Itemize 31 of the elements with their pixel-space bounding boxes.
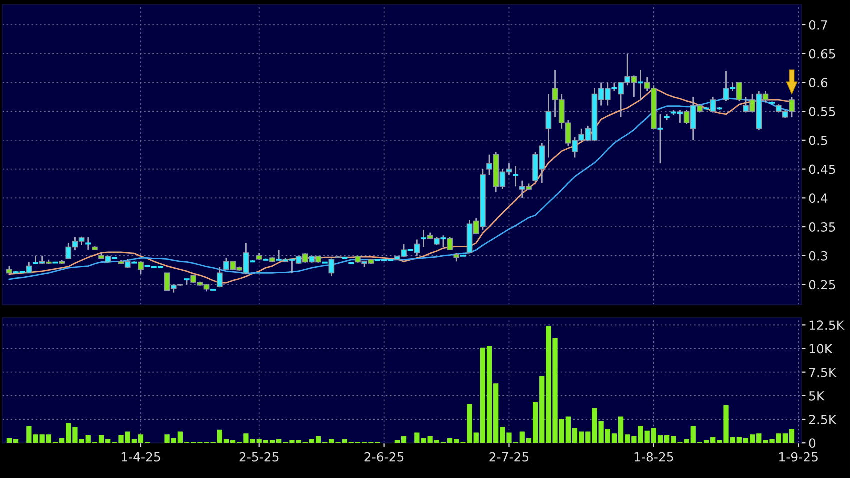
- y-tick-label: 0.25: [809, 280, 836, 290]
- x-tick-label: 1-9-25: [780, 452, 818, 462]
- y-tick-label: 0.7: [809, 20, 828, 30]
- x-tick-label: 1-4-25: [122, 452, 160, 462]
- y-tick-label: 5K: [809, 392, 825, 401]
- candlestick: [637, 69, 644, 101]
- candlestick: [138, 260, 144, 276]
- y-tick-label: 7.5K: [810, 368, 837, 378]
- y-tick-label: 0: [809, 438, 816, 448]
- y-tick-label: 0.55: [809, 107, 836, 117]
- candlestick: [420, 229, 428, 248]
- candlestick: [736, 81, 742, 102]
- candlestick: [512, 166, 520, 188]
- y-tick-label: 0.35: [809, 222, 836, 232]
- y-tick-label: 0.3: [809, 251, 828, 261]
- y-tick-label: 0.4: [809, 194, 828, 204]
- candlestick: [656, 114, 664, 164]
- y-tick-label: 0.5: [809, 136, 828, 146]
- x-tick-label: 2-7-25: [490, 452, 529, 462]
- y-tick-label: 0.65: [809, 49, 836, 59]
- candlestick: [546, 94, 552, 158]
- y-tick-label: 0.6: [809, 78, 828, 88]
- candlestick: [216, 266, 223, 288]
- y-tick-label: 0.45: [809, 164, 836, 174]
- x-tick-label: 1-8-25: [634, 452, 674, 462]
- y-tick-label: 2.5K: [809, 414, 837, 424]
- x-tick-label: 2-5-25: [240, 452, 279, 462]
- x-tick-label: 2-6-25: [364, 452, 404, 462]
- y-tick-label: 12.5K: [810, 320, 845, 330]
- y-tick-label: 10K: [810, 344, 833, 354]
- candlestick: [447, 236, 453, 251]
